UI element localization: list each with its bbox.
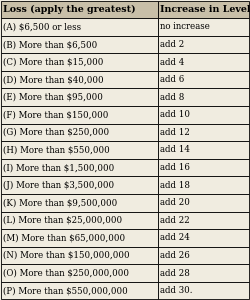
Text: add 26: add 26 xyxy=(160,251,190,260)
Text: add 4: add 4 xyxy=(160,58,185,67)
Text: (A) $6,500 or less: (A) $6,500 or less xyxy=(3,22,82,32)
Text: (K) More than $9,500,000: (K) More than $9,500,000 xyxy=(3,198,117,207)
Text: (L) More than $25,000,000: (L) More than $25,000,000 xyxy=(3,216,122,225)
Text: (O) More than $250,000,000: (O) More than $250,000,000 xyxy=(3,268,129,278)
Text: add 30.: add 30. xyxy=(160,286,193,295)
Text: (D) More than $40,000: (D) More than $40,000 xyxy=(3,75,104,84)
Bar xyxy=(158,1,249,18)
Text: add 22: add 22 xyxy=(160,216,190,225)
Text: Increase in Level: Increase in Level xyxy=(160,5,250,14)
Text: (M) More than $65,000,000: (M) More than $65,000,000 xyxy=(3,233,126,242)
Text: add 10: add 10 xyxy=(160,110,190,119)
Text: add 20: add 20 xyxy=(160,198,190,207)
Bar xyxy=(1,124,158,141)
Text: (F) More than $150,000: (F) More than $150,000 xyxy=(3,110,108,119)
Text: (B) More than $6,500: (B) More than $6,500 xyxy=(3,40,98,49)
Bar xyxy=(158,53,249,71)
Bar xyxy=(1,194,158,212)
Text: (C) More than $15,000: (C) More than $15,000 xyxy=(3,58,104,67)
Bar xyxy=(1,141,158,159)
Text: (H) More than $550,000: (H) More than $550,000 xyxy=(3,146,110,154)
Bar xyxy=(158,212,249,229)
Bar xyxy=(158,282,249,299)
Text: add 28: add 28 xyxy=(160,268,190,278)
Bar xyxy=(1,1,158,18)
Bar xyxy=(1,247,158,264)
Text: (G) More than $250,000: (G) More than $250,000 xyxy=(3,128,110,137)
Bar xyxy=(1,264,158,282)
Text: add 24: add 24 xyxy=(160,233,190,242)
Bar xyxy=(1,18,158,36)
Text: (N) More than $150,000,000: (N) More than $150,000,000 xyxy=(3,251,130,260)
Bar xyxy=(1,212,158,229)
Text: Loss (apply the greatest): Loss (apply the greatest) xyxy=(3,5,136,14)
Bar xyxy=(158,194,249,212)
Bar xyxy=(158,176,249,194)
Text: (E) More than $95,000: (E) More than $95,000 xyxy=(3,93,103,102)
Bar xyxy=(158,264,249,282)
Bar xyxy=(158,36,249,53)
Text: no increase: no increase xyxy=(160,22,210,32)
Bar xyxy=(1,71,158,88)
Bar xyxy=(158,88,249,106)
Text: (P) More than $550,000,000: (P) More than $550,000,000 xyxy=(3,286,128,295)
Text: add 14: add 14 xyxy=(160,146,190,154)
Bar xyxy=(1,159,158,176)
Text: add 16: add 16 xyxy=(160,163,190,172)
Bar xyxy=(1,88,158,106)
Bar xyxy=(158,141,249,159)
Bar xyxy=(158,18,249,36)
Text: (J) More than $3,500,000: (J) More than $3,500,000 xyxy=(3,181,114,190)
Bar xyxy=(158,106,249,124)
Bar xyxy=(158,159,249,176)
Text: add 18: add 18 xyxy=(160,181,190,190)
Bar xyxy=(1,176,158,194)
Text: (I) More than $1,500,000: (I) More than $1,500,000 xyxy=(3,163,114,172)
Bar xyxy=(1,53,158,71)
Bar xyxy=(1,229,158,247)
Text: add 2: add 2 xyxy=(160,40,185,49)
Bar xyxy=(158,247,249,264)
Bar xyxy=(1,282,158,299)
Text: add 6: add 6 xyxy=(160,75,185,84)
Bar xyxy=(158,229,249,247)
Bar xyxy=(158,124,249,141)
Text: add 12: add 12 xyxy=(160,128,190,137)
Text: add 8: add 8 xyxy=(160,93,185,102)
Bar xyxy=(158,71,249,88)
Bar xyxy=(1,36,158,53)
Bar xyxy=(1,106,158,124)
